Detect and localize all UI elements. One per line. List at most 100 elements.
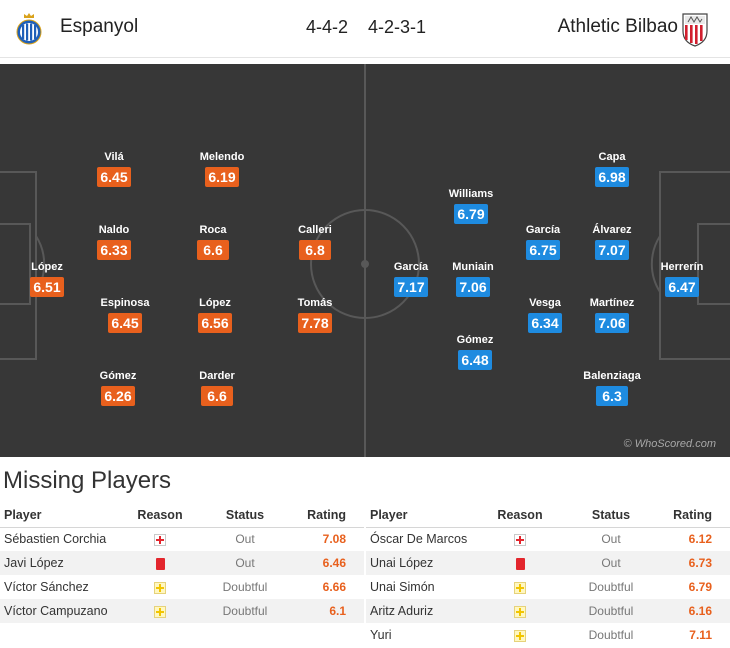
status-column-header[interactable]: Status [190,503,300,528]
table-header-row: Player Reason Status Rating [0,503,364,528]
player-name[interactable]: Naldo [98,224,130,236]
player-rating-badge: 6.8 [299,240,331,260]
doubtful-icon[interactable] [514,605,526,618]
player-name[interactable]: Roca [199,224,227,236]
table-row: Sébastien Corchia Out 7.08 [0,527,364,551]
player-rating-badge: 6.45 [108,313,142,333]
home-player[interactable]: Tomás 7.78 [280,296,350,333]
home-player[interactable]: Darder 6.6 [182,369,252,406]
rating-column-header[interactable]: Rating [666,503,730,528]
player-name[interactable]: Gómez [456,334,494,346]
player-name[interactable]: Martínez [589,297,635,309]
player-name[interactable]: Williams [448,188,494,200]
table-row: Yuri Doubtful 7.11 [366,623,730,647]
rating-cell: 6.79 [688,580,712,594]
table-row: Víctor Campuzano Doubtful 6.1 [0,599,364,623]
rating-cell: 6.1 [300,599,364,623]
table-row: Aritz Aduriz Doubtful 6.16 [366,599,730,623]
reason-column-header[interactable]: Reason [484,503,556,528]
player-name[interactable]: Balenziaga [583,370,641,382]
home-team-name[interactable]: Espanyol [60,16,139,37]
player-rating-badge: 6.33 [97,240,131,260]
player-name[interactable]: Muniain [452,261,494,273]
player-column-header[interactable]: Player [366,503,484,528]
player-name[interactable]: Darder [199,370,235,382]
player-name[interactable]: Gómez [99,370,137,382]
missing-player-name[interactable]: Sébastien Corchia [4,532,107,547]
missing-player-name[interactable]: Víctor Sánchez [4,580,89,594]
player-name[interactable]: López [31,261,63,273]
player-name[interactable]: López [199,297,231,309]
status-cell: Doubtful [588,580,634,594]
away-missing-table: Player Reason Status Rating Óscar De Mar… [366,503,730,647]
missing-player-name[interactable]: Yuri [370,628,392,642]
away-player[interactable]: García 7.17 [376,260,446,297]
player-name[interactable]: Herrerín [660,261,704,273]
missing-player-name[interactable]: Unai Simón [370,580,435,594]
away-player[interactable]: Vesga 6.34 [510,296,580,333]
player-name[interactable]: Tomás [297,297,333,309]
doubtful-icon[interactable] [154,581,166,594]
player-rating-badge: 7.06 [456,277,490,297]
away-team-name[interactable]: Athletic Bilbao [557,16,678,37]
away-player[interactable]: Álvarez 7.07 [577,223,647,260]
missing-player-name[interactable]: Javi López [0,551,130,575]
home-player[interactable]: Naldo 6.33 [79,223,149,260]
player-name[interactable]: Álvarez [592,224,632,236]
missing-player-name[interactable]: Óscar De Marcos [370,532,468,547]
away-player[interactable]: Herrerín 6.47 [647,260,717,297]
red-card-icon[interactable] [515,557,525,570]
table-row: Víctor Sánchez Doubtful 6.66 [0,575,364,599]
player-column-header[interactable]: Player [0,503,130,528]
home-player[interactable]: Espinosa 6.45 [90,296,160,333]
table-row: Javi López Out 6.46 [0,551,364,575]
missing-player-name[interactable]: Unai López [366,551,484,575]
rating-cell: 6.46 [300,551,364,575]
away-player[interactable]: Muniain 7.06 [438,260,508,297]
home-player[interactable]: Calleri 6.8 [280,223,350,260]
status-column-header[interactable]: Status [556,503,666,528]
player-rating-badge: 7.17 [394,277,428,297]
player-name[interactable]: García [393,261,429,273]
player-name[interactable]: Vesga [529,297,561,309]
doubtful-icon[interactable] [154,605,166,618]
home-player[interactable]: López 6.56 [180,296,250,333]
away-formation: 4-2-3-1 [368,17,427,37]
away-player[interactable]: Martínez 7.06 [577,296,647,333]
away-player[interactable]: Capa 6.98 [577,150,647,187]
player-rating-badge: 7.06 [595,313,629,333]
doubtful-icon[interactable] [514,581,526,594]
reason-cell [130,575,190,599]
doubtful-icon[interactable] [514,629,526,642]
player-name[interactable]: Capa [598,151,626,163]
rating-column-header[interactable]: Rating [300,503,364,528]
player-rating-badge: 6.45 [97,167,131,187]
missing-player-name[interactable]: Aritz Aduriz [366,599,484,623]
injury-icon[interactable] [154,533,166,546]
player-name[interactable]: Melendo [199,151,245,163]
home-player[interactable]: Gómez 6.26 [83,369,153,406]
red-card-icon[interactable] [155,557,165,570]
player-rating-badge: 6.34 [528,313,562,333]
home-player[interactable]: Roca 6.6 [178,223,248,260]
player-rating-badge: 6.75 [526,240,560,260]
injury-icon[interactable] [514,533,526,546]
away-player[interactable]: Gómez 6.48 [440,333,510,370]
espanyol-crest-icon[interactable] [14,11,44,47]
player-name[interactable]: Calleri [298,224,332,236]
home-player[interactable]: Melendo 6.19 [187,150,257,187]
reason-cell [484,599,556,623]
away-player[interactable]: Williams 6.79 [436,187,506,224]
missing-player-name[interactable]: Víctor Campuzano [0,599,130,623]
reason-column-header[interactable]: Reason [130,503,190,528]
player-name[interactable]: García [525,224,561,236]
away-player[interactable]: Balenziaga 6.3 [577,369,647,406]
home-player[interactable]: Vilá 6.45 [79,150,149,187]
player-name[interactable]: Espinosa [100,297,150,309]
home-player[interactable]: López 6.51 [12,260,82,297]
pitch: López 6.51 Vilá 6.45 Naldo 6.33 Espinosa 6.45 Gó… [0,64,730,457]
rating-cell: 6.66 [322,580,346,594]
player-name[interactable]: Vilá [104,151,124,163]
athletic-bilbao-crest-icon[interactable] [680,11,710,47]
away-player[interactable]: García 6.75 [508,223,578,260]
